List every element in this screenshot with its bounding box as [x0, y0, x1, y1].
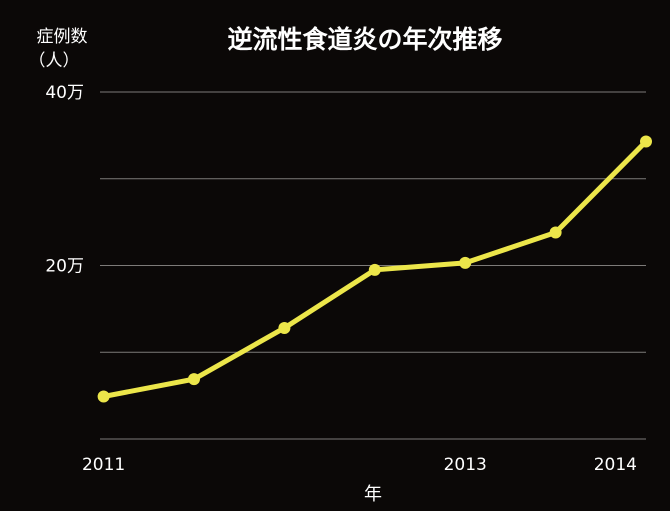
y-tick-labels: 20万 40万	[45, 83, 84, 277]
data-point-0	[97, 390, 110, 403]
data-point-5	[549, 226, 562, 239]
x-tick-label-1: 2013	[444, 455, 487, 475]
x-tick-label-0: 2011	[82, 455, 125, 475]
x-tick-labels: 2011 2013 2014	[82, 455, 637, 475]
x-axis-label: 年	[364, 484, 382, 505]
x-tick-label-2: 2014	[594, 455, 637, 475]
series-layer	[97, 135, 652, 403]
data-point-1	[188, 373, 201, 386]
chart-title: 逆流性食道炎の年次推移	[227, 25, 502, 54]
y-axis-label-line2: （人）	[29, 51, 80, 71]
data-point-2	[278, 321, 291, 334]
y-axis-label-line1: 症例数	[37, 27, 88, 47]
data-point-4	[459, 256, 472, 269]
data-point-6	[640, 135, 652, 148]
y-tick-label-4: 40万	[45, 83, 84, 103]
data-point-3	[368, 263, 381, 276]
y-tick-label-2: 20万	[45, 257, 84, 277]
